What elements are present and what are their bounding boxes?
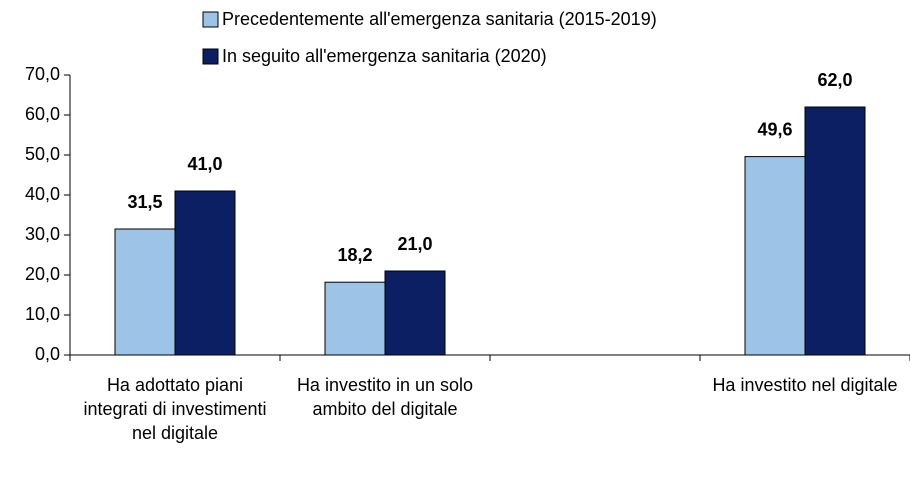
y-tick-label: 70,0: [25, 64, 60, 84]
x-tick-label: Ha adottato piani integrati di investime…: [83, 375, 267, 443]
x-tick-label: Ha investito in un solo ambito del digit…: [296, 375, 474, 419]
data-label: 49,6: [757, 119, 792, 139]
bar: [114, 228, 176, 356]
data-label: 62,0: [817, 70, 852, 90]
data-label: 21,0: [397, 234, 432, 254]
legend-label: In seguito all'emergenza sanitaria (2020…: [222, 46, 547, 66]
legend-swatch: [202, 48, 219, 65]
y-tick-label: 20,0: [25, 264, 60, 284]
data-label: 18,2: [337, 245, 372, 265]
y-tick-label: 10,0: [25, 304, 60, 324]
x-tick-label: Ha investito nel digitale: [712, 375, 898, 395]
bar: [804, 106, 866, 356]
y-tick-label: 60,0: [25, 104, 60, 124]
legend-swatch: [202, 11, 219, 28]
y-tick-label: 0,0: [35, 344, 60, 364]
bar: [174, 190, 236, 356]
data-label: 31,5: [127, 192, 162, 212]
bar: [744, 156, 806, 356]
data-label: 41,0: [187, 154, 222, 174]
y-tick-label: 30,0: [25, 224, 60, 244]
legend-label: Precedentemente all'emergenza sanitaria …: [222, 9, 657, 29]
y-tick-label: 40,0: [25, 184, 60, 204]
bar: [324, 281, 386, 356]
y-tick-label: 50,0: [25, 144, 60, 164]
bar: [384, 270, 446, 356]
